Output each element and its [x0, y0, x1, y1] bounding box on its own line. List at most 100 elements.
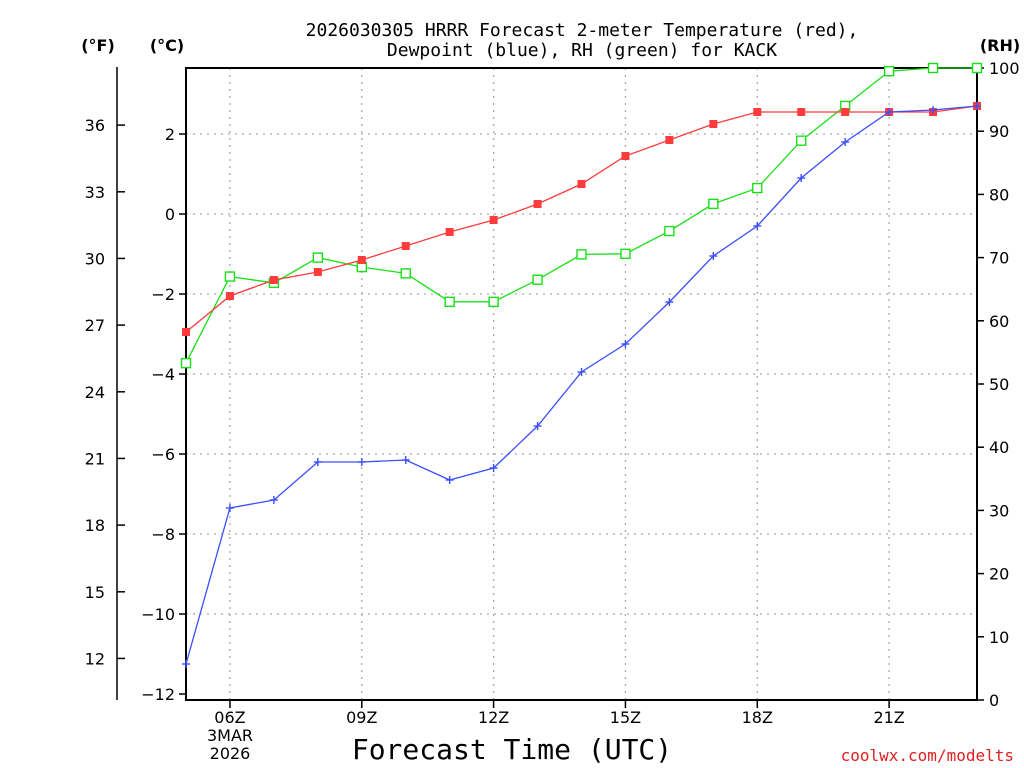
- temperature-point: [445, 228, 454, 236]
- celsius-axis: 2 0 −2 −4 −6 −8 −10 −12: [141, 125, 186, 704]
- rh-point: [532, 274, 543, 285]
- rh-point: [796, 135, 807, 146]
- fahrenheit-tick-label: 33: [85, 183, 105, 202]
- rh-point: [620, 248, 631, 260]
- chart-title-line1: 2026030305 HRRR Forecast 2-meter Tempera…: [306, 20, 859, 41]
- plot-frame: [185, 67, 978, 701]
- temperature-line: [185, 105, 978, 333]
- rh-axis: 0 10 20 30 40 50 60 70 80 90 100: [977, 59, 1020, 710]
- temperature-point: [753, 108, 762, 116]
- rh-tick-label: 90: [989, 122, 1009, 141]
- rh-point: [180, 357, 192, 369]
- dewpoint-point: [225, 504, 234, 512]
- dewpoint-point: [621, 340, 630, 348]
- dewpoint-line: [185, 105, 978, 665]
- rh-tick-label: 20: [989, 565, 1009, 584]
- temperature-point: [841, 108, 850, 116]
- fahrenheit-unit-label: (°F): [81, 36, 115, 55]
- rh-tick-label: 40: [989, 438, 1009, 457]
- dewpoint-point: [841, 138, 850, 146]
- temperature-point: [709, 120, 718, 128]
- celsius-tick-label: −12: [141, 685, 175, 704]
- fahrenheit-tick-label: 12: [85, 649, 105, 668]
- rh-point: [927, 62, 939, 74]
- rh-tick-label: 80: [989, 185, 1009, 204]
- dewpoint-point: [929, 106, 938, 114]
- dewpoint-point: [401, 456, 410, 464]
- rh-tick-label: 10: [989, 628, 1009, 647]
- celsius-tick-label: 0: [165, 205, 175, 224]
- x-axis-label: Forecast Time (UTC): [352, 733, 672, 766]
- dewpoint-point: [489, 464, 498, 472]
- temperature-point: [182, 328, 190, 336]
- series-group: [180, 62, 983, 668]
- rh-tick-label: 0: [989, 691, 999, 710]
- temperature-point: [797, 108, 806, 116]
- rh-tick-label: 70: [989, 249, 1009, 268]
- x-tick-label: 09Z: [346, 708, 377, 727]
- temperature-point: [621, 152, 630, 160]
- x-tick-label: 21Z: [873, 708, 904, 727]
- celsius-tick-label: −10: [141, 605, 175, 624]
- fahrenheit-tick-label: 15: [85, 583, 105, 602]
- temperature-point: [313, 268, 322, 276]
- rh-point: [752, 182, 763, 194]
- rh-point: [971, 62, 983, 74]
- celsius-tick-label: 2: [165, 125, 175, 144]
- dewpoint-point: [709, 252, 718, 260]
- x-tick-label: 06Z: [214, 708, 245, 727]
- celsius-tick-label: −4: [151, 365, 175, 384]
- watermark: coolwx.com/modelts: [841, 746, 1014, 765]
- date-label-month: 3MAR: [207, 726, 253, 745]
- temperature-point: [357, 256, 366, 264]
- dewpoint-point: [577, 368, 586, 376]
- temperature-point: [577, 180, 586, 188]
- dewpoint-point: [797, 174, 806, 182]
- fahrenheit-tick-label: 27: [85, 316, 105, 335]
- fahrenheit-tick-label: 24: [85, 383, 105, 402]
- rh-point: [400, 268, 411, 279]
- x-tick-label: 18Z: [742, 708, 773, 727]
- x-axis: 06Z 09Z 12Z 15Z 18Z 21Z: [214, 700, 905, 727]
- dewpoint-point: [973, 102, 981, 110]
- x-tick-label: 15Z: [610, 708, 641, 727]
- dewpoint-point: [753, 222, 762, 230]
- date-label-year: 2026: [210, 744, 251, 763]
- dewpoint-point: [357, 458, 366, 466]
- temperature-point: [533, 200, 542, 208]
- dewpoint-point: [665, 298, 674, 306]
- rh-point: [444, 296, 455, 308]
- celsius-tick-label: −2: [151, 285, 175, 304]
- temperature-point: [401, 242, 410, 250]
- chart-title-line2: Dewpoint (blue), RH (green) for KACK: [387, 40, 777, 61]
- dewpoint-point: [885, 108, 894, 116]
- x-tick-label: 12Z: [478, 708, 509, 727]
- rh-point: [312, 252, 324, 263]
- dewpoint-point: [313, 458, 322, 466]
- celsius-tick-label: −6: [151, 445, 175, 464]
- rh-tick-label: 100: [989, 59, 1020, 78]
- dewpoint-point: [445, 476, 454, 484]
- dewpoint-point: [533, 422, 542, 430]
- celsius-tick-label: −8: [151, 525, 175, 544]
- rh-point: [488, 296, 499, 308]
- rh-point: [664, 225, 675, 237]
- dewpoint-point: [182, 660, 190, 668]
- fahrenheit-tick-label: 21: [85, 449, 105, 468]
- rh-tick-label: 50: [989, 375, 1009, 394]
- fahrenheit-axis: 12 15 18 21 24 27 30 33 36: [85, 116, 125, 668]
- rh-tick-label: 60: [989, 312, 1009, 331]
- rh-point: [224, 271, 236, 282]
- temperature-point: [489, 216, 498, 224]
- temperature-point: [665, 136, 674, 144]
- rh-unit-label: (RH): [980, 36, 1020, 55]
- temperature-point: [225, 292, 234, 300]
- celsius-unit-label: (°C): [150, 36, 184, 55]
- rh-point: [576, 249, 587, 260]
- rh-point: [708, 198, 719, 210]
- fahrenheit-tick-label: 36: [85, 116, 105, 135]
- dewpoint-point: [269, 496, 278, 504]
- fahrenheit-tick-label: 18: [85, 516, 105, 535]
- rh-tick-label: 30: [989, 501, 1009, 520]
